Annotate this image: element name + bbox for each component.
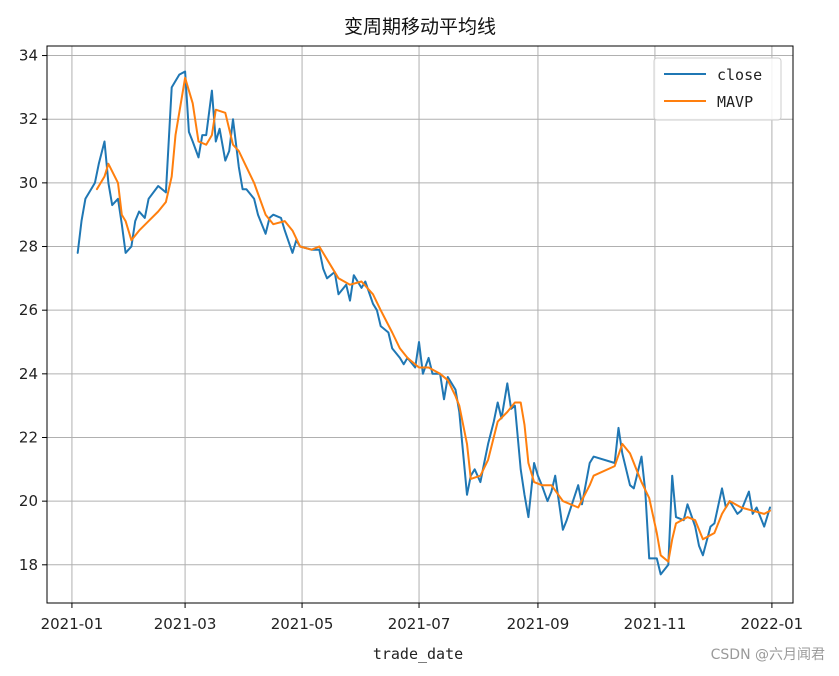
y-tick-label: 18 xyxy=(19,556,38,574)
x-axis-title: trade_date xyxy=(373,645,463,663)
x-tick-label: 2021-11 xyxy=(624,615,687,633)
y-tick-label: 22 xyxy=(19,428,38,446)
x-tick-label: 2021-03 xyxy=(154,615,217,633)
x-tick-label: 2021-01 xyxy=(41,615,104,633)
x-tick-label: 2021-07 xyxy=(388,615,451,633)
y-tick-label: 32 xyxy=(19,110,38,128)
series-line-close xyxy=(76,70,771,576)
x-tick-label: 2021-05 xyxy=(271,615,334,633)
legend-label-close: close xyxy=(717,66,762,84)
y-tick-label: 28 xyxy=(19,238,38,256)
watermark-text: CSDN @六月闻君 xyxy=(710,647,825,663)
x-tick-label: 2021-09 xyxy=(507,615,570,633)
chart-title: 变周期移动平均线 xyxy=(344,16,496,38)
legend: close MAVP xyxy=(653,57,782,121)
y-tick-label: 20 xyxy=(19,492,38,510)
series-line-mavp xyxy=(95,76,771,563)
x-tick-label: 2022-01 xyxy=(741,615,804,633)
grid xyxy=(47,46,793,603)
y-axis-ticks: 18 20 22 24 26 28 30 32 34 xyxy=(19,47,47,574)
series-lines xyxy=(76,70,771,576)
plot-frame xyxy=(46,45,794,604)
y-tick-label: 24 xyxy=(19,365,38,383)
legend-label-mavp: MAVP xyxy=(717,93,753,111)
x-axis-ticks: 2021-01 2021-03 2021-05 2021-07 2021-09 2021-… xyxy=(41,603,804,633)
y-tick-label: 30 xyxy=(19,174,38,192)
y-tick-label: 34 xyxy=(19,47,38,65)
y-tick-label: 26 xyxy=(19,301,38,319)
